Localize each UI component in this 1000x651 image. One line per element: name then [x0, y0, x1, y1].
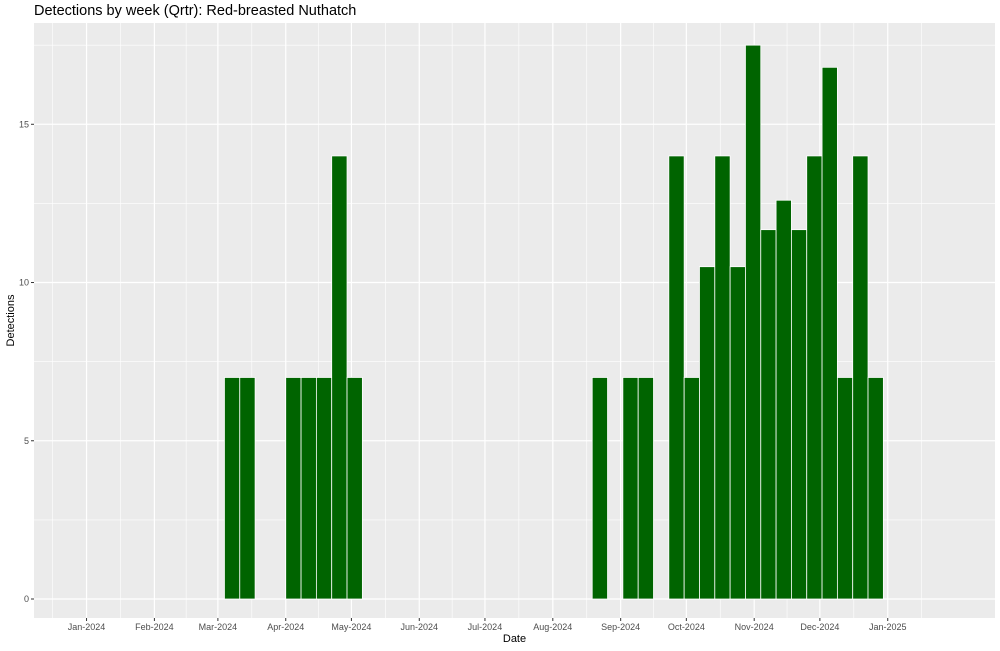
bar [622, 377, 639, 600]
bar [791, 229, 808, 600]
y-tick-label: 15 [19, 119, 29, 129]
x-axis-title: Date [503, 633, 526, 645]
bar [714, 155, 731, 600]
y-tick-label: 10 [19, 278, 29, 288]
bar [775, 199, 792, 600]
bar [591, 377, 608, 600]
bar [806, 155, 823, 600]
x-tick-label: Nov-2024 [735, 622, 774, 632]
x-tick-label: Jun-2024 [401, 622, 439, 632]
chart-title: Detections by week (Qrtr): Red-breasted … [34, 3, 357, 19]
x-tick-label: Mar-2024 [199, 622, 238, 632]
bar [300, 377, 317, 600]
bar [683, 377, 700, 600]
x-tick-label: Apr-2024 [267, 622, 304, 632]
bar [699, 266, 716, 600]
x-tick-label: Jan-2024 [68, 622, 106, 632]
y-axis-title: Detections [5, 294, 17, 346]
y-tick-label: 5 [24, 436, 29, 446]
x-tick-label: Dec-2024 [800, 622, 839, 632]
bar [760, 229, 777, 600]
y-tick-label: 0 [24, 594, 29, 604]
bar [239, 377, 256, 600]
bar [729, 266, 746, 600]
bar [285, 377, 302, 600]
x-tick-label: Oct-2024 [668, 622, 705, 632]
x-tick-label: Jul-2024 [468, 622, 503, 632]
x-tick-label: Feb-2024 [135, 622, 174, 632]
x-tick-label: May-2024 [331, 622, 371, 632]
x-tick-label: Sep-2024 [601, 622, 640, 632]
bar [637, 377, 654, 600]
bar [331, 155, 348, 600]
bar [668, 155, 685, 600]
x-tick-label: Aug-2024 [533, 622, 572, 632]
bar [224, 377, 241, 600]
bar [315, 377, 333, 600]
bar [836, 377, 854, 600]
bar [346, 377, 363, 600]
bar [852, 155, 869, 600]
bar [745, 44, 762, 600]
bar [867, 377, 884, 600]
bar [821, 66, 838, 600]
x-tick-label: Jan-2025 [869, 622, 907, 632]
